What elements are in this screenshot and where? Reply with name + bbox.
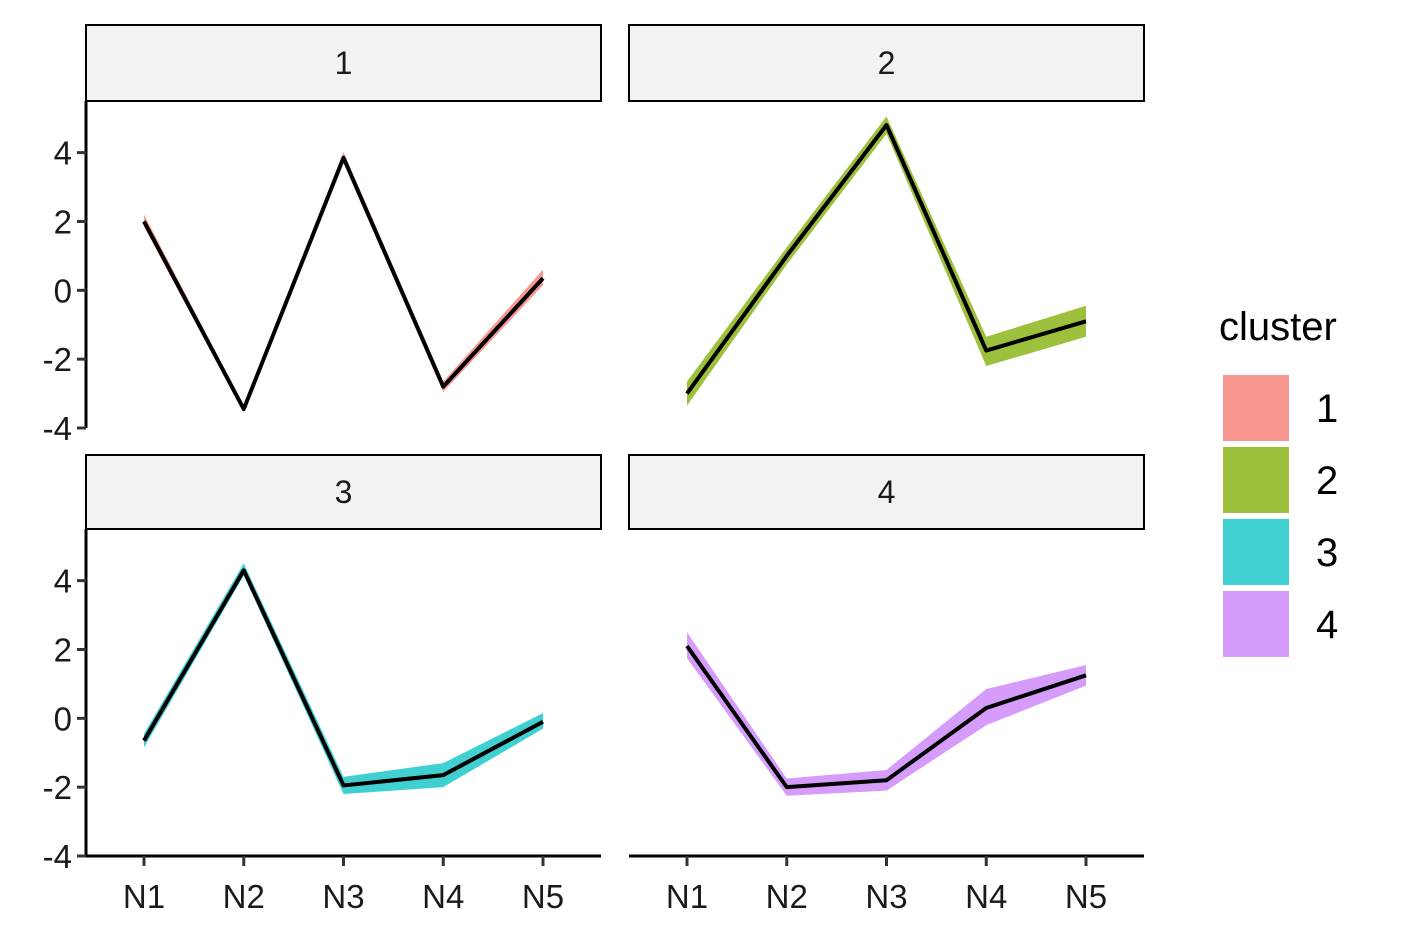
ribbon-area: [144, 151, 543, 413]
x-tick-label: N5: [522, 878, 564, 915]
legend: cluster 1 2 3 4: [1219, 305, 1338, 657]
facet-strip: [85, 454, 602, 530]
y-tick-label: 4: [54, 563, 72, 600]
y-tick-label: -4: [43, 410, 72, 447]
facet-strip: [85, 24, 602, 102]
legend-label-3: 3: [1316, 531, 1338, 575]
y-tick-label: 4: [54, 135, 72, 172]
legend-key-4: [1223, 591, 1289, 657]
mean-line: [142, 568, 544, 788]
facet-panel-2: 2: [628, 24, 1145, 406]
facet-panel-1: 1 4 2 0 -2 -4: [43, 24, 602, 447]
facet-strip-label: 3: [335, 474, 353, 510]
ribbon-area: [144, 563, 543, 795]
legend-key-1: [1223, 375, 1289, 441]
x-tick-label: N3: [865, 878, 907, 915]
facet-strip-label: 2: [878, 45, 896, 81]
y-tick-label: 2: [54, 631, 72, 668]
x-tick-label: N3: [322, 878, 364, 915]
legend-label-2: 2: [1316, 459, 1338, 503]
mean-line: [142, 155, 545, 412]
y-tick-label: 0: [54, 272, 72, 309]
mean-line: [685, 123, 1087, 395]
facet-strip: [628, 454, 1145, 530]
mean-line: [685, 644, 1087, 790]
ribbon-area: [687, 116, 1086, 406]
facet-strip: [628, 24, 1145, 102]
legend-label-4: 4: [1316, 603, 1338, 647]
legend-title: cluster: [1219, 305, 1337, 349]
y-tick-label: 2: [54, 203, 72, 240]
legend-key-3: [1223, 519, 1289, 585]
legend-key-2: [1223, 447, 1289, 513]
x-tick-label: N2: [766, 878, 808, 915]
facet-strip-label: 4: [878, 474, 896, 510]
x-tick-label: N4: [965, 878, 1007, 915]
x-tick-label: N1: [666, 878, 708, 915]
facet-strip-label: 1: [335, 45, 353, 81]
facet-panel-4: 4 N1 N2 N3 N4 N5: [628, 454, 1145, 915]
ribbon-area: [687, 632, 1086, 796]
x-tick-label: N2: [223, 878, 265, 915]
facet-panel-3: 3 4 2 0 -2 -4 N1 N2 N3 N4 N5: [43, 454, 602, 915]
y-tick-label: 0: [54, 700, 72, 737]
y-tick-label: -2: [43, 769, 72, 806]
legend-label-1: 1: [1316, 387, 1338, 431]
x-tick-label: N5: [1065, 878, 1107, 915]
x-tick-label: N4: [422, 878, 464, 915]
x-tick-label: N1: [123, 878, 165, 915]
y-tick-label: -2: [43, 341, 72, 378]
y-tick-label: -4: [43, 838, 72, 875]
